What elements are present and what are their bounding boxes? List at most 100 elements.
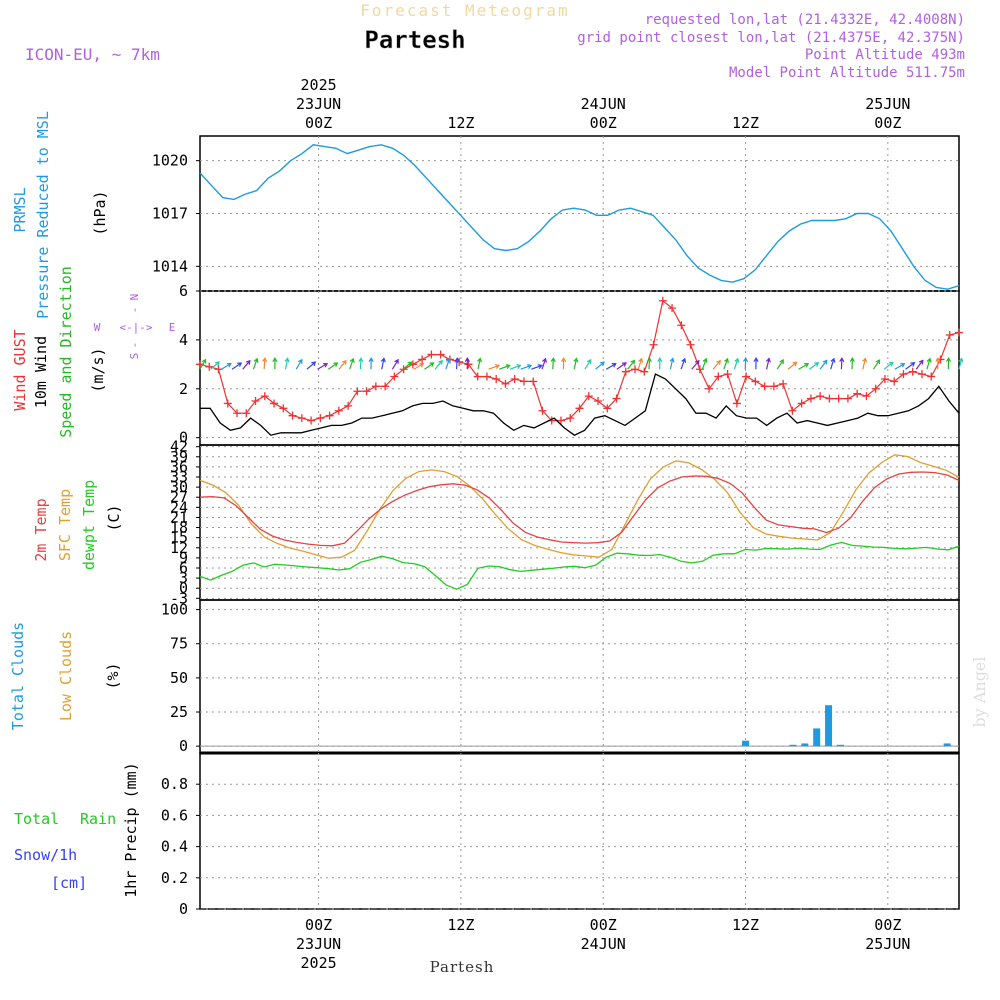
gust-marker: [390, 372, 399, 381]
svg-text:W: W: [94, 321, 101, 334]
gust-line: [199, 299, 960, 422]
gust-marker: [501, 379, 510, 388]
wind-arrow-head: [445, 357, 451, 363]
gust-marker: [538, 406, 547, 415]
gust-marker: [631, 365, 640, 374]
wind-arrow: [349, 358, 354, 370]
gust-marker: [917, 370, 926, 379]
ytick-label: 36: [170, 458, 188, 476]
gust-marker: [788, 406, 797, 415]
wind-arrow: [819, 360, 828, 370]
wind-arrow: [445, 358, 450, 370]
wind-arrow-head: [537, 364, 543, 369]
wind-arrow: [765, 358, 770, 370]
wind-arrow-head: [716, 359, 721, 365]
ytick-label: 12: [170, 539, 188, 557]
wind-arrow-head: [464, 357, 470, 362]
wind-arrow: [434, 360, 443, 370]
wind-arrow-head: [454, 357, 460, 363]
time-label-time: 12Z: [732, 114, 759, 132]
wind-arrow-head: [323, 363, 329, 368]
time-label-date: 25JUN: [865, 935, 910, 953]
wind-arrow-head: [657, 357, 663, 362]
footer-location: Partesh: [430, 958, 495, 976]
wind-arrow-head: [342, 359, 347, 365]
wind-arrow-head: [839, 357, 845, 363]
time-label-time: 00Z: [874, 916, 901, 934]
ytick-label: 2: [179, 380, 188, 398]
gust-marker: [492, 375, 501, 383]
wind-arrow: [776, 359, 784, 370]
svg-text:<-|->: <-|->: [119, 321, 152, 334]
wind-arrow-head: [630, 359, 636, 365]
ytick-label: 0: [179, 900, 188, 918]
wind-arrow-head: [638, 357, 644, 363]
wind-arrow: [915, 360, 924, 370]
wind-arrow-head: [358, 357, 364, 363]
wind-arrow-head: [542, 357, 547, 363]
wind-arrow-head: [779, 359, 784, 365]
dewpt-line: [199, 541, 960, 590]
wind-arrow-head: [527, 364, 533, 369]
gust-marker: [677, 321, 686, 330]
wind-arrow: [872, 359, 881, 370]
gust-marker: [649, 340, 658, 349]
gust-marker: [899, 370, 908, 379]
ytick-label: 100: [161, 601, 188, 619]
point-altitude: Point Altitude 493m: [805, 47, 965, 63]
wind-arrow: [926, 358, 931, 370]
wind-arrow: [306, 361, 316, 370]
wind-arrow: [327, 362, 338, 370]
gust-marker: [519, 377, 528, 386]
wind-arrow: [648, 358, 651, 370]
svg-text:-: -: [128, 307, 141, 314]
gust-marker: [732, 399, 741, 408]
wind-arrow-head: [272, 357, 278, 362]
ytick-label: 9: [179, 549, 188, 567]
gust-marker: [344, 401, 353, 410]
time-label-time: 00Z: [874, 114, 901, 132]
wind-arrow: [199, 359, 207, 370]
ytick-label: 0.8: [161, 775, 188, 793]
wind-arrow-head: [945, 357, 952, 362]
wind-arrow: [808, 362, 819, 370]
gust-marker: [214, 365, 223, 374]
gust-marker: [927, 372, 936, 381]
gust-marker: [862, 392, 871, 401]
gust-label: Wind GUST: [11, 329, 29, 410]
wind-arrow: [701, 358, 707, 370]
gust-marker: [621, 367, 630, 376]
wind-arrow-head: [646, 357, 652, 363]
gust-marker: [205, 362, 214, 371]
ytick-label: 75: [170, 635, 188, 653]
time-label-date: 24JUN: [581, 935, 626, 953]
gust-marker: [288, 411, 297, 420]
gust-marker: [362, 387, 371, 396]
gust-marker: [334, 406, 343, 415]
wind-arrow-head: [792, 361, 798, 367]
gust-marker: [806, 394, 815, 403]
ytick-label: 39: [170, 448, 188, 466]
ytick-label: 27: [170, 488, 188, 506]
gust-marker: [797, 399, 806, 408]
wind-arrow-head: [262, 357, 268, 363]
gust-marker: [714, 372, 723, 381]
ytick-label: -3: [170, 589, 188, 607]
wind-arrow-head: [830, 357, 836, 363]
y-tick-labels: 1020101710146420423936333027242118151296…: [152, 152, 188, 918]
total-rain-label: Total: [14, 810, 59, 828]
pressure-label: Pressure Reduced to MSL: [34, 111, 52, 319]
wind-arrow-head: [702, 357, 708, 363]
ytick-label: 1020: [152, 152, 188, 170]
cloud-unit: (%): [104, 662, 122, 689]
gust-marker: [482, 372, 491, 381]
wind-arrow-head: [253, 357, 259, 363]
wind-arrow: [691, 360, 700, 370]
wind-arrow-head: [394, 358, 399, 364]
sfc-temp-line: [199, 454, 960, 559]
wind-arrow: [552, 358, 554, 370]
wind-arrow-head: [621, 362, 627, 367]
ytick-label: 30: [170, 478, 188, 496]
wind-arrow: [413, 363, 424, 370]
snow-unit: [cm]: [51, 874, 87, 892]
